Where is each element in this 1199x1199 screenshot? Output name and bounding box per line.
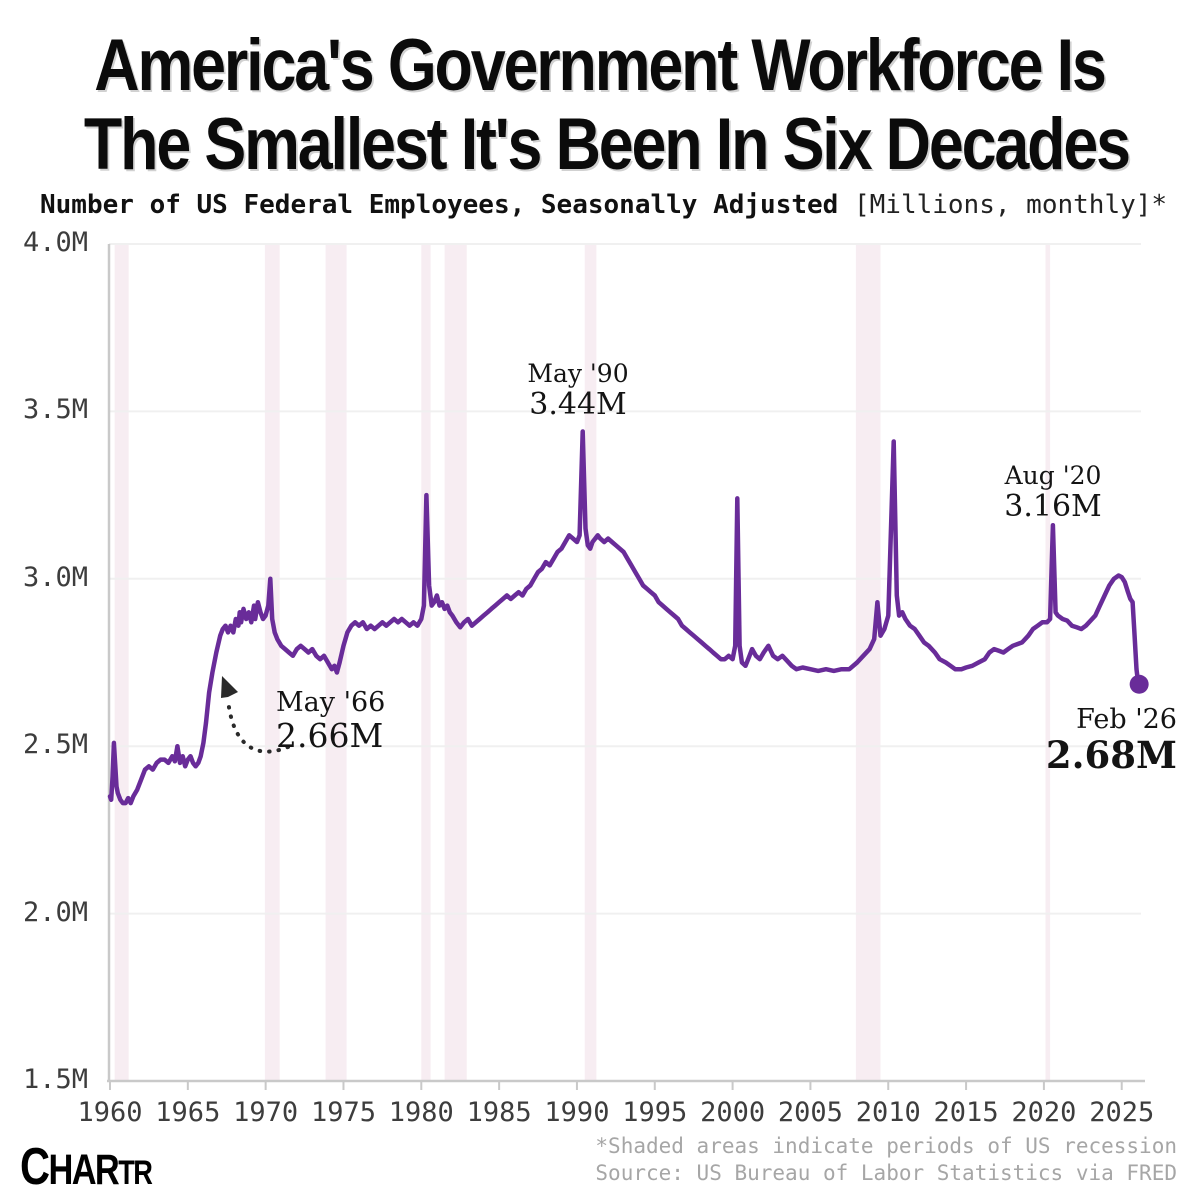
- logo-letters-small: TR: [118, 1154, 153, 1192]
- x-tick-label: 2000: [700, 1097, 766, 1128]
- subtitle-text: Number of US Federal Employees, Seasonal…: [40, 190, 854, 220]
- x-tick-label: 1975: [310, 1097, 376, 1128]
- y-tick-label: 2.5M: [22, 729, 88, 761]
- annotation-value: 2.66M: [276, 716, 384, 755]
- footnote-recession: *Shaded areas indicate periods of US rec…: [595, 1134, 1177, 1158]
- logo-letter-large: C: [20, 1138, 50, 1196]
- latest-value-dot: [1129, 674, 1149, 694]
- recession-band: [584, 244, 597, 1081]
- recession-band: [1045, 244, 1051, 1081]
- annotation-value: 3.44M: [529, 387, 627, 422]
- annotation-aug-20: Aug '20 3.16M: [953, 461, 1153, 524]
- chartr-logo: CHARTR: [20, 1138, 153, 1196]
- x-tick-label: 2025: [1089, 1097, 1155, 1128]
- recession-band: [114, 244, 129, 1081]
- recession-band: [325, 244, 347, 1081]
- x-tick-label: 2020: [1011, 1097, 1077, 1128]
- x-tick-label: 1970: [233, 1097, 299, 1128]
- recession-band: [264, 244, 280, 1081]
- federal-employees-series-line: [107, 429, 1142, 806]
- logo-letters-medium: HAR: [48, 1146, 119, 1194]
- annotation-date: May '66: [276, 687, 386, 718]
- chart-subtitle: Number of US Federal Employees, Seasonal…: [40, 190, 1167, 220]
- annotation-date: May '90: [527, 359, 629, 388]
- annotation-value: 2.68M: [1045, 733, 1177, 777]
- x-tick-label: 1990: [544, 1097, 610, 1128]
- page-title: America's Government Workforce Is The Sm…: [0, 26, 1199, 184]
- annotation-value: 3.16M: [1004, 489, 1102, 524]
- x-tick-label: 1985: [466, 1097, 532, 1128]
- y-tick-label: 2.0M: [22, 896, 88, 928]
- y-tick-label: 1.5M: [22, 1064, 88, 1095]
- y-tick-label: 3.5M: [22, 394, 88, 426]
- footnote-source: Source: US Bureau of Labor Statistics vi…: [595, 1161, 1177, 1185]
- x-tick-label: 1960: [77, 1097, 143, 1128]
- x-tick-label: 2010: [855, 1097, 921, 1128]
- recession-band: [421, 244, 431, 1081]
- annotation-may-66: May '66 2.66M: [276, 688, 385, 754]
- title-line-1: America's Government Workforce Is: [94, 25, 1107, 106]
- annotation-date: Feb '26: [1076, 704, 1177, 735]
- x-tick-label: 1995: [622, 1097, 688, 1128]
- annotation-feb-26: Feb '26 2.68M: [1046, 704, 1177, 775]
- footnote: *Shaded areas indicate periods of US rec…: [595, 1133, 1177, 1187]
- x-tick-label: 2005: [777, 1097, 843, 1128]
- title-line-2: The Smallest It's Been In Six Decades: [83, 104, 1131, 185]
- y-tick-label: 4.0M: [22, 227, 88, 258]
- recession-band: [444, 244, 467, 1081]
- annotation-may-90: May '90 3.44M: [478, 359, 678, 422]
- x-tick-label: 1980: [388, 1097, 454, 1128]
- x-tick-label: 2015: [933, 1097, 999, 1128]
- annotation-date: Aug '20: [1004, 461, 1102, 490]
- subtitle-unit: [Millions, monthly]*: [853, 190, 1168, 220]
- y-tick-label: 3.0M: [22, 561, 88, 593]
- x-tick-label: 1965: [155, 1097, 221, 1128]
